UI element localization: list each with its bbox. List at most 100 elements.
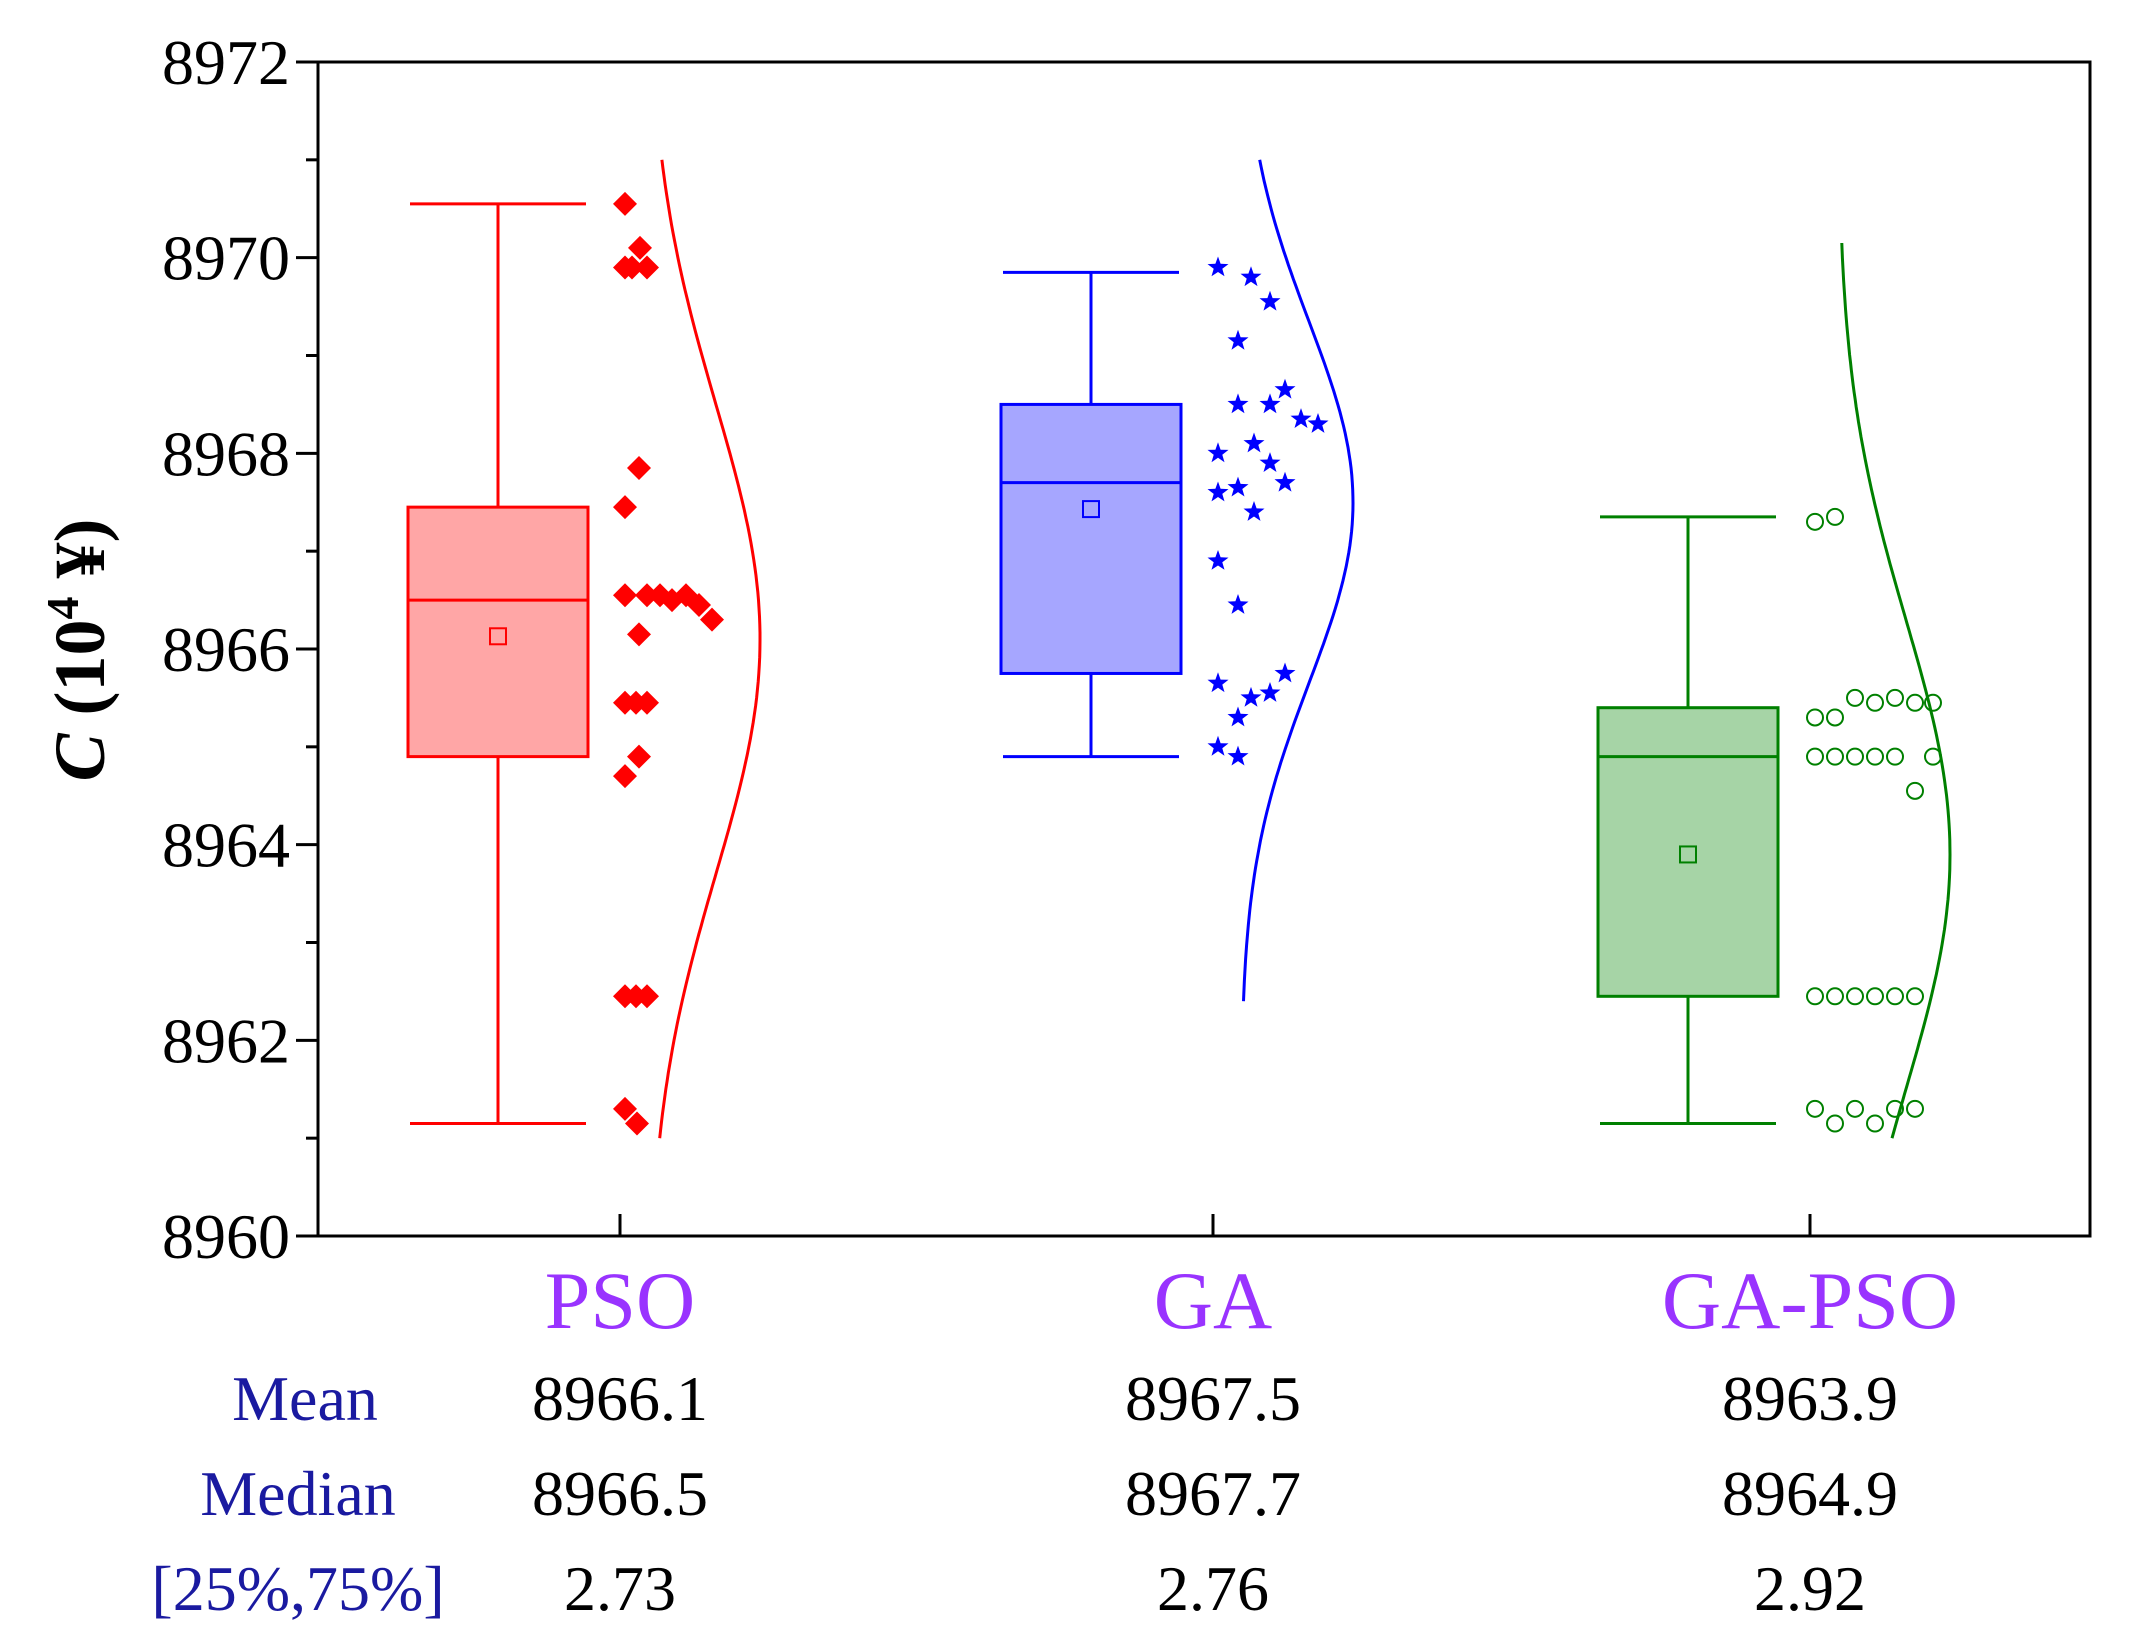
stats-value: 2.73 <box>564 1553 676 1624</box>
data-point <box>1243 501 1265 521</box>
y-axis-title-text: C (104 ¥) <box>37 519 120 782</box>
data-point <box>1866 1114 1884 1133</box>
data-point <box>1259 290 1281 311</box>
data-point <box>1846 688 1864 707</box>
data-point <box>1227 745 1249 766</box>
data-point <box>1243 432 1265 453</box>
y-tick-label: 8962 <box>162 1005 290 1076</box>
box-iqr <box>406 505 590 759</box>
mean-marker <box>489 627 507 646</box>
data-point <box>1227 706 1249 727</box>
data-point <box>613 495 637 520</box>
data-point <box>1240 266 1262 287</box>
data-point <box>1207 481 1229 502</box>
data-point <box>613 1096 637 1121</box>
stats-value: 8966.5 <box>532 1458 708 1529</box>
stats-value: 8966.1 <box>532 1363 708 1434</box>
data-point <box>1906 1099 1924 1118</box>
y-tick-label: 8968 <box>162 418 290 489</box>
data-point <box>700 607 724 632</box>
y-axis-unit-open: (10 <box>40 619 120 733</box>
data-point <box>627 622 651 647</box>
distribution-curve <box>1242 159 1355 1002</box>
distribution-curve <box>1840 242 1952 1139</box>
data-point <box>1259 452 1281 472</box>
data-point <box>1207 550 1229 570</box>
category-label: GA-PSO <box>1662 1255 1958 1346</box>
data-point <box>613 764 637 789</box>
y-tick-label: 8966 <box>162 614 290 685</box>
data-point <box>620 255 644 280</box>
data-point <box>613 583 637 608</box>
data-point <box>1846 747 1864 766</box>
data-point <box>1227 594 1249 614</box>
data-point <box>1274 471 1296 492</box>
mean-marker <box>1679 845 1697 864</box>
data-point <box>1806 1099 1824 1118</box>
data-point <box>1826 507 1844 526</box>
stats-value: 8967.7 <box>1125 1458 1301 1529</box>
data-point <box>1307 413 1329 433</box>
category-label: GA <box>1154 1255 1272 1346</box>
stats-row-label: [25%,75%] <box>151 1553 444 1624</box>
series-ga <box>999 159 1355 1002</box>
data-point <box>1906 781 1924 800</box>
data-point <box>1886 747 1904 766</box>
stats-row-label: Mean <box>232 1363 378 1434</box>
stats-value: 8967.5 <box>1125 1363 1301 1434</box>
stats-table: Mean 8966.1 8967.5 8963.9 Median 8966.5 8967.7… <box>151 1363 1898 1624</box>
data-point <box>1866 747 1884 766</box>
data-point <box>1227 476 1249 497</box>
data-point <box>1259 682 1281 702</box>
data-point <box>1906 987 1924 1006</box>
data-point <box>1866 987 1884 1006</box>
stats-value: 2.92 <box>1754 1553 1866 1624</box>
data-point <box>1826 708 1844 727</box>
data-point <box>627 744 651 769</box>
stats-value: 2.76 <box>1157 1553 1269 1624</box>
y-axis-symbol: C <box>40 733 120 782</box>
data-point <box>1826 987 1844 1006</box>
data-point <box>1227 393 1249 414</box>
y-tick-label: 8960 <box>162 1201 290 1272</box>
data-point <box>1826 747 1844 766</box>
y-tick-label: 8964 <box>162 810 290 881</box>
data-point <box>628 235 652 260</box>
y-axis-title: C (104 ¥) <box>37 519 120 782</box>
data-point <box>1806 512 1824 531</box>
y-tick-label: 8972 <box>162 27 290 98</box>
data-point <box>1290 408 1312 428</box>
box-iqr <box>1596 706 1780 998</box>
data-point <box>1806 747 1824 766</box>
data-point <box>1274 378 1296 399</box>
data-point <box>1886 1099 1904 1118</box>
y-tick-label: 8970 <box>162 223 290 294</box>
data-point <box>1866 693 1884 712</box>
axes: 8960 8962 8964 8966 8968 8970 8972 <box>162 27 2092 1272</box>
data-point <box>635 690 659 715</box>
data-point <box>1207 256 1229 277</box>
data-point <box>1259 393 1281 414</box>
series-ga-pso <box>1596 242 1952 1139</box>
mean-marker <box>1082 500 1100 519</box>
data-point <box>635 255 659 280</box>
stats-value: 8963.9 <box>1722 1363 1898 1434</box>
data-point <box>1886 688 1904 707</box>
data-point <box>1207 672 1229 693</box>
y-axis-exponent: 4 <box>37 596 88 619</box>
data-point <box>1207 442 1229 463</box>
data-point <box>1806 987 1824 1006</box>
category-label: PSO <box>545 1255 695 1346</box>
data-point <box>1846 1099 1864 1118</box>
data-point <box>1924 747 1942 766</box>
data-point <box>1886 987 1904 1006</box>
stats-row-label: Median <box>200 1458 396 1529</box>
data-point <box>635 583 659 608</box>
data-point <box>1924 693 1942 712</box>
distribution-curve <box>658 159 762 1139</box>
data-point <box>687 592 711 617</box>
data-point <box>1207 735 1229 756</box>
data-point <box>625 1111 649 1136</box>
